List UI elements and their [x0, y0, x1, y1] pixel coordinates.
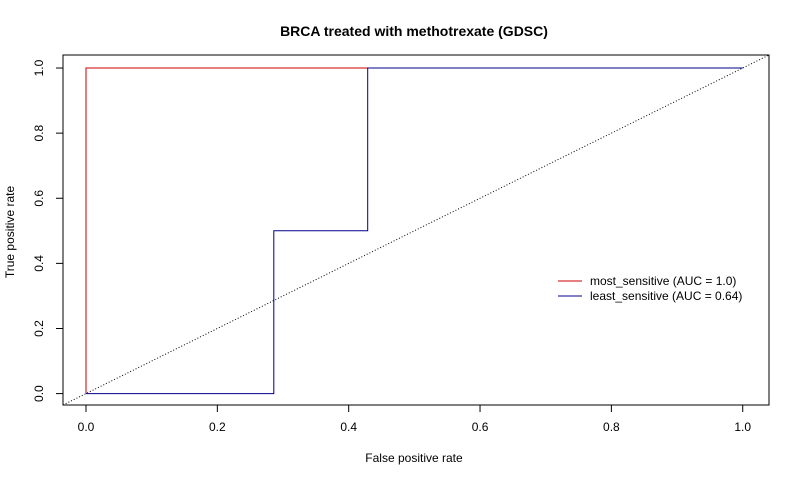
series-layer — [62, 54, 770, 406]
legend: most_sensitive (AUC = 1.0)least_sensitiv… — [558, 274, 742, 303]
x-tick-label: 0.0 — [78, 420, 95, 434]
x-tick-label: 1.0 — [734, 420, 751, 434]
y-axis: 0.0 0.2 0.4 0.6 0.8 1.0 — [32, 59, 63, 402]
chart-title: BRCA treated with methotrexate (GDSC) — [280, 23, 548, 39]
x-tick-label: 0.6 — [472, 420, 489, 434]
y-tick-label: 0.8 — [32, 124, 46, 141]
legend-label: most_sensitive (AUC = 1.0) — [590, 274, 736, 288]
legend-label: least_sensitive (AUC = 0.64) — [590, 289, 742, 303]
series-line-1 — [86, 67, 743, 395]
x-axis: 0.0 0.2 0.4 0.6 0.8 1.0 — [78, 405, 751, 434]
x-tick-label: 0.4 — [340, 420, 357, 434]
y-tick-label: 0.4 — [32, 255, 46, 272]
reference-diagonal-line — [62, 54, 770, 406]
plot-frame — [62, 54, 770, 406]
y-tick-label: 1.0 — [32, 59, 46, 76]
y-tick-label: 0.6 — [32, 190, 46, 207]
y-tick-label: 0.0 — [32, 385, 46, 402]
x-tick-label: 0.8 — [603, 420, 620, 434]
y-axis-label: True positive rate — [3, 186, 17, 279]
x-tick-label: 0.2 — [209, 420, 226, 434]
y-tick-label: 0.2 — [32, 320, 46, 337]
x-axis-label: False positive rate — [365, 451, 463, 465]
